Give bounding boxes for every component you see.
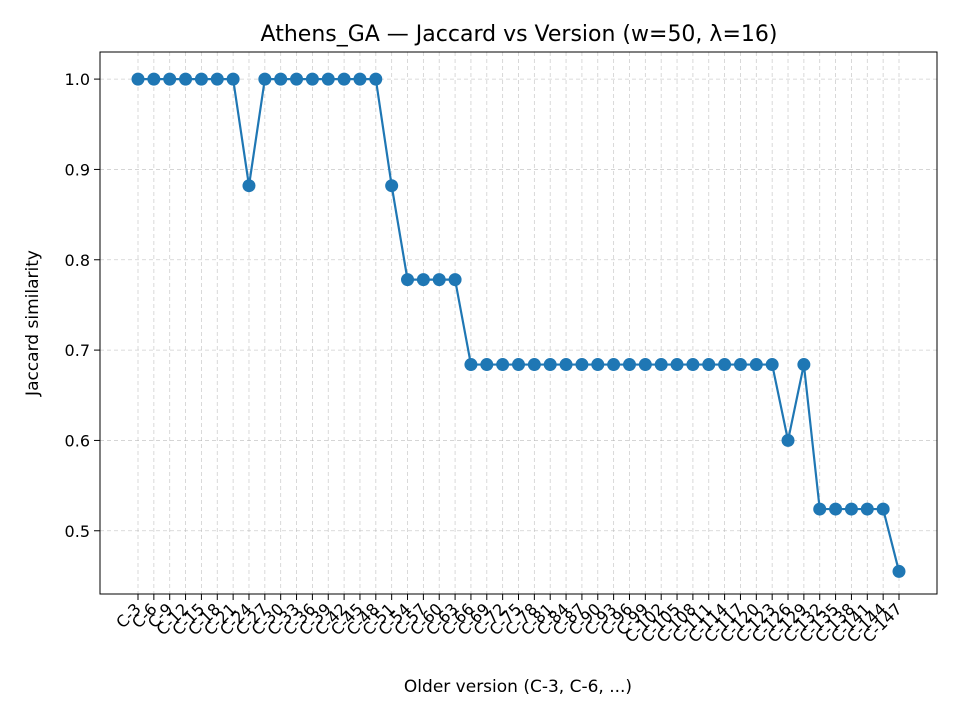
data-point [527, 358, 541, 372]
x-axis-ticks: C-3C-6C-9C-12C-15C-18C-21C-24C-27C-30C-3… [112, 594, 906, 646]
data-point [385, 179, 399, 193]
y-axis-label: Jaccard similarity [23, 250, 43, 397]
data-point [686, 358, 700, 372]
chart-title: Athens_GA — Jaccard vs Version (w=50, λ=… [261, 22, 778, 47]
data-point [733, 358, 747, 372]
data-point [702, 358, 716, 372]
y-axis-ticks: 0.5 0.6 0.7 0.8 0.9 1.0 [65, 70, 100, 541]
data-point [179, 72, 193, 86]
data-point [401, 273, 415, 287]
data-point [464, 358, 478, 372]
data-point [654, 358, 668, 372]
x-axis-label: Older version (C-3, C-6, ...) [404, 677, 632, 697]
data-point [797, 358, 811, 372]
y-tick-label: 0.8 [65, 251, 90, 270]
data-point [369, 72, 383, 86]
data-point [210, 72, 224, 86]
plot-frame [99, 51, 938, 595]
data-point [274, 72, 288, 86]
y-tick-label: 1.0 [65, 70, 90, 89]
data-point [575, 358, 589, 372]
y-tick-label: 0.9 [65, 160, 90, 179]
data-point [131, 72, 145, 86]
data-point [718, 358, 732, 372]
data-point [813, 502, 827, 516]
data-point [860, 502, 874, 516]
data-point [844, 502, 858, 516]
data-points [131, 72, 906, 578]
data-point [480, 358, 494, 372]
data-point [305, 72, 319, 86]
data-point [290, 72, 304, 86]
data-point [622, 358, 636, 372]
data-point [416, 273, 430, 287]
data-point [876, 502, 890, 516]
grid [100, 52, 937, 594]
data-point [258, 72, 272, 86]
data-point [749, 358, 763, 372]
y-tick-label: 0.5 [65, 522, 90, 541]
y-tick-label: 0.6 [65, 431, 90, 450]
data-point [337, 72, 351, 86]
data-point [163, 72, 177, 86]
data-point [543, 358, 557, 372]
data-point [496, 358, 510, 372]
data-point [765, 358, 779, 372]
data-point [638, 358, 652, 372]
data-point [226, 72, 240, 86]
data-point [321, 72, 335, 86]
data-point [242, 179, 256, 193]
data-point [512, 358, 525, 372]
data-point [607, 358, 621, 372]
data-point [829, 502, 843, 516]
data-point [892, 564, 906, 578]
data-point [559, 358, 573, 372]
data-point [147, 72, 161, 86]
data-point [353, 72, 367, 86]
data-point [670, 358, 684, 372]
data-point [194, 72, 208, 86]
data-point [448, 273, 462, 287]
data-point [591, 358, 605, 372]
data-point [781, 433, 795, 447]
data-point [432, 273, 446, 287]
y-tick-label: 0.7 [65, 341, 90, 360]
